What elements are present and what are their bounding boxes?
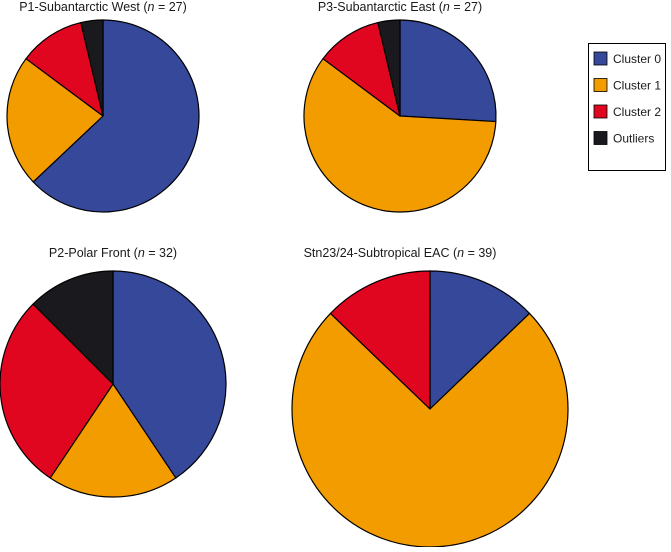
- legend-label: Cluster 0: [613, 52, 661, 66]
- pie-slice-outliers: [377, 19, 401, 117]
- legend-swatch: [593, 104, 608, 119]
- pie-slice-cluster-2: [0, 303, 114, 479]
- legend-label: Cluster 1: [613, 79, 661, 93]
- pie-slice-cluster-0: [32, 19, 200, 213]
- pie-chart-3: Stn23/24-Subtropical EAC (n = 39): [291, 246, 569, 548]
- pie-slice-cluster-2: [322, 21, 401, 117]
- pie-title: P1-Subantarctic West (n = 27): [19, 0, 187, 14]
- legend-swatch: [593, 78, 608, 92]
- pie-chart-2: P2-Polar Front (n = 32): [0, 246, 227, 498]
- pie-slice-cluster-2: [25, 21, 104, 117]
- pie-chart-1: P3-Subantarctic East (n = 27): [303, 0, 497, 213]
- pie-title: P2-Polar Front (n = 32): [49, 246, 177, 260]
- legend-swatch: [593, 51, 608, 66]
- pie-chart-0: P1-Subantarctic West (n = 27): [6, 0, 200, 213]
- pie-slice-cluster-1: [303, 58, 497, 213]
- pie-slice-cluster-1: [6, 58, 104, 183]
- pie-slice-cluster-0: [399, 19, 497, 123]
- pie-title: Stn23/24-Subtropical EAC (n = 39): [304, 246, 497, 260]
- pie-title: P3-Subantarctic East (n = 27): [318, 0, 482, 14]
- pie-slice-cluster-0: [429, 270, 531, 410]
- legend: Cluster 0 Cluster 1 Cluster 2 Outliers: [588, 43, 666, 171]
- legend-label: Cluster 2: [613, 105, 661, 119]
- legend-swatch: [593, 131, 608, 145]
- pie-slice-outliers: [80, 19, 104, 117]
- pie-slice-outliers: [32, 270, 114, 385]
- legend-label: Outliers: [613, 132, 654, 146]
- pie-slice-cluster-2: [329, 270, 431, 410]
- pie-slice-cluster-1: [49, 383, 177, 498]
